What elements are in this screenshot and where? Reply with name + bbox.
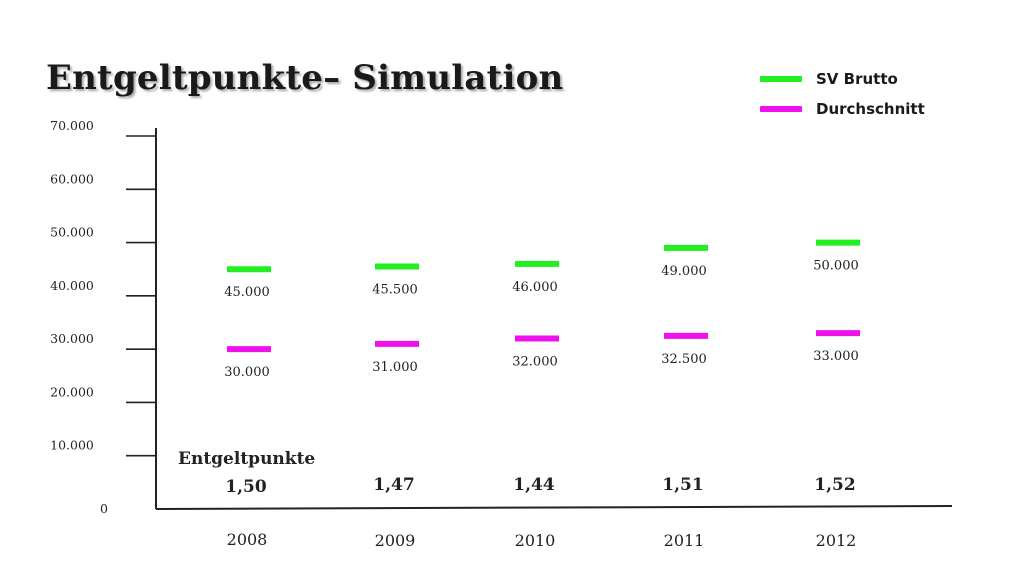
y-tick-label: 10.000 — [50, 438, 94, 453]
y-tick-label: 70.000 — [50, 118, 94, 133]
y-tick-label: 20.000 — [50, 384, 94, 399]
durchschnitt-value-label: 32.000 — [512, 354, 558, 369]
durchschnitt-value-label: 32.500 — [661, 352, 707, 367]
y-tick-label: 40.000 — [50, 278, 94, 293]
sv-brutto-value-label: 45.500 — [372, 283, 418, 298]
x-axis-line — [155, 505, 953, 510]
entgeltpunkte-value: 1,50 — [225, 477, 267, 497]
y-tick-label: 50.000 — [50, 225, 94, 240]
x-tick-label: 2009 — [375, 531, 416, 550]
legend-label-sv-brutto: SV Brutto — [816, 70, 898, 88]
legend-swatch-sv-brutto — [760, 76, 802, 82]
page-title: Entgeltpunkte– Simulation — [46, 58, 564, 98]
entgeltpunkte-title: Entgeltpunkte — [178, 449, 315, 469]
x-tick-label: 2008 — [227, 530, 268, 549]
x-tick-label: 2011 — [664, 531, 705, 550]
entgeltpunkte-value: 1,52 — [814, 475, 855, 495]
legend-item-sv-brutto: SV Brutto — [760, 64, 925, 94]
y-tick-label: 30.000 — [50, 331, 94, 346]
x-tick-label: 2010 — [515, 531, 556, 550]
y-tick-label: 0 — [100, 501, 108, 516]
entgeltpunkte-value: 1,44 — [513, 475, 555, 495]
sv-brutto-value-label: 50.000 — [813, 259, 859, 274]
legend-item-durchschnitt: Durchschnitt — [760, 94, 925, 124]
sv-brutto-value-label: 45.000 — [224, 285, 270, 300]
entgeltpunkte-value: 1,51 — [662, 475, 703, 495]
sv-brutto-value-label: 49.000 — [661, 264, 707, 279]
durchschnitt-value-label: 31.000 — [372, 360, 418, 375]
legend: SV Brutto Durchschnitt — [760, 64, 925, 124]
legend-swatch-durchschnitt — [760, 106, 802, 112]
sv-brutto-value-label: 46.000 — [512, 280, 558, 295]
entgeltpunkte-value: 1,47 — [373, 475, 414, 495]
durchschnitt-value-label: 33.000 — [813, 349, 859, 364]
legend-label-durchschnitt: Durchschnitt — [816, 100, 925, 118]
x-tick-label: 2012 — [816, 531, 857, 550]
durchschnitt-value-label: 30.000 — [224, 365, 270, 380]
y-tick-label: 60.000 — [50, 171, 94, 186]
